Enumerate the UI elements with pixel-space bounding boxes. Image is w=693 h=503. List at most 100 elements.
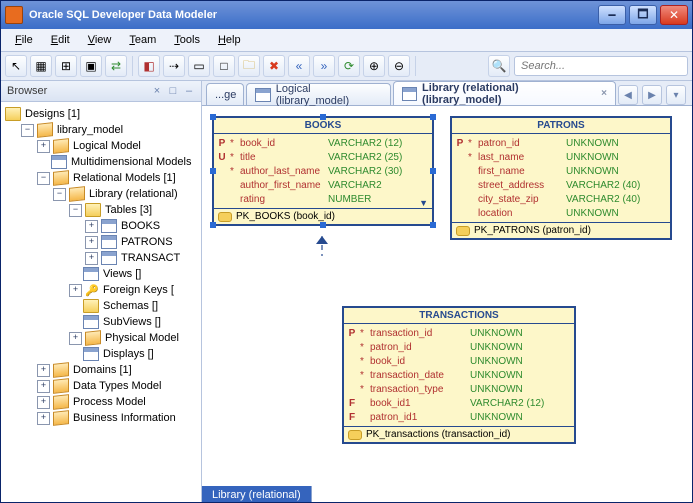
table-icon bbox=[101, 251, 117, 265]
tree-physical[interactable]: +Physical Model bbox=[69, 330, 201, 346]
models-icon bbox=[51, 155, 67, 169]
entity-title: TRANSACTIONS bbox=[344, 308, 574, 324]
toolbar: ↖ ▦ ⊞ ▣ ⇄ ◧ ⇢ ▭ □ 🗀 ✖ « » ⟳ ⊕ ⊖ 🔍 bbox=[1, 52, 692, 81]
panel-minimize-icon[interactable]: × bbox=[151, 85, 163, 97]
key-icon: 🔑 bbox=[85, 284, 99, 296]
entity-transactions[interactable]: TRANSACTIONS P*transaction_idUNKNOWN*pat… bbox=[342, 306, 576, 444]
entity-patrons[interactable]: PATRONS P*patron_idUNKNOWN*last_nameUNKN… bbox=[450, 116, 672, 240]
tree-datatypes[interactable]: +Data Types Model bbox=[37, 378, 201, 394]
first-icon[interactable]: « bbox=[288, 55, 310, 77]
tree-library-rel[interactable]: −Library (relational) bbox=[53, 186, 201, 202]
tab-prev-icon[interactable]: ◀ bbox=[618, 85, 638, 105]
entity-column: P*book_idVARCHAR2 (12) bbox=[218, 136, 428, 150]
tree-schemas[interactable]: Schemas [] bbox=[69, 298, 201, 314]
entity-column: first_nameUNKNOWN bbox=[456, 164, 666, 178]
key-icon bbox=[456, 226, 470, 236]
tree-relmodels[interactable]: −Relational Models [1] bbox=[37, 170, 201, 186]
zoom-out-icon[interactable]: ⊖ bbox=[388, 55, 410, 77]
tree-library-model[interactable]: −library_model bbox=[21, 122, 201, 138]
panel-restore-icon[interactable]: □ bbox=[167, 85, 179, 97]
tree-business[interactable]: +Business Information bbox=[37, 410, 201, 426]
entity-column: *last_nameUNKNOWN bbox=[456, 150, 666, 164]
tree-domains[interactable]: +Domains [1] bbox=[37, 362, 201, 378]
search-input[interactable] bbox=[514, 56, 688, 76]
link-icon[interactable]: ⇢ bbox=[163, 55, 185, 77]
tree-process[interactable]: +Process Model bbox=[37, 394, 201, 410]
tree-displays[interactable]: Displays [] bbox=[69, 346, 201, 362]
minimize-button[interactable]: 🗕 bbox=[598, 5, 626, 25]
diagram-canvas[interactable]: BOOKS P*book_idVARCHAR2 (12)U*titleVARCH… bbox=[202, 106, 692, 503]
tab-list-icon[interactable]: ▾ bbox=[666, 85, 686, 105]
expand-icon[interactable]: + bbox=[69, 284, 82, 297]
tree-multidim[interactable]: Multidimensional Models bbox=[37, 154, 201, 170]
tree-views[interactable]: Views [] bbox=[69, 266, 201, 282]
refresh-icon[interactable]: ⟳ bbox=[338, 55, 360, 77]
box-icon[interactable]: □ bbox=[213, 55, 235, 77]
menu-edit[interactable]: Edit bbox=[43, 32, 78, 48]
view-icon[interactable]: ▣ bbox=[80, 55, 102, 77]
expand-icon[interactable]: + bbox=[85, 252, 98, 265]
relation-icon[interactable]: ⇄ bbox=[105, 55, 127, 77]
folder-icon bbox=[5, 107, 21, 121]
model-icon bbox=[69, 186, 85, 202]
collapse-icon[interactable]: − bbox=[21, 124, 34, 137]
browser-tree: Designs [1] −library_model +Logical Mode… bbox=[1, 102, 201, 503]
grid-icon[interactable]: ▦ bbox=[30, 55, 52, 77]
collapse-icon[interactable]: − bbox=[37, 172, 50, 185]
expand-icon[interactable]: + bbox=[69, 332, 82, 345]
menu-file[interactable]: File bbox=[7, 32, 41, 48]
key-icon bbox=[218, 212, 232, 222]
expand-icon[interactable]: + bbox=[37, 364, 50, 377]
binoculars-icon[interactable]: 🔍 bbox=[488, 55, 510, 77]
expand-icon[interactable]: + bbox=[37, 396, 50, 409]
entity-books[interactable]: BOOKS P*book_idVARCHAR2 (12)U*titleVARCH… bbox=[212, 116, 434, 226]
tab-next-icon[interactable]: ▶ bbox=[642, 85, 662, 105]
window-title: Oracle SQL Developer Data Modeler bbox=[29, 9, 598, 21]
tree-table-patrons[interactable]: +PATRONS bbox=[85, 234, 201, 250]
tree-table-transact[interactable]: +TRANSACT bbox=[85, 250, 201, 266]
folder-icon[interactable]: 🗀 bbox=[238, 55, 260, 77]
model-icon bbox=[53, 362, 69, 378]
tree-subviews[interactable]: SubViews [] bbox=[69, 314, 201, 330]
tree-fkeys[interactable]: +🔑Foreign Keys [ bbox=[69, 282, 201, 298]
collapse-icon[interactable]: − bbox=[69, 204, 82, 217]
tree-logical[interactable]: +Logical Model bbox=[37, 138, 201, 154]
subviews-icon bbox=[83, 315, 99, 329]
tree-table-books[interactable]: +BOOKS bbox=[85, 218, 201, 234]
browser-header: Browser × □ – bbox=[1, 81, 201, 102]
layout-icon[interactable]: ◧ bbox=[138, 55, 160, 77]
tree-tables[interactable]: −Tables [3] bbox=[69, 202, 201, 218]
expand-icon[interactable]: + bbox=[85, 236, 98, 249]
delete-icon[interactable]: ✖ bbox=[263, 55, 285, 77]
tab-start[interactable]: ...ge bbox=[206, 83, 244, 105]
expand-icon[interactable]: + bbox=[37, 140, 50, 153]
entity-pk: PK_transactions (transaction_id) bbox=[366, 429, 511, 440]
menu-view[interactable]: View bbox=[80, 32, 120, 48]
expand-icon[interactable]: + bbox=[85, 220, 98, 233]
zoom-in-icon[interactable]: ⊕ bbox=[363, 55, 385, 77]
collapse-icon[interactable]: ▼ bbox=[419, 198, 428, 208]
entity-column: ratingNUMBER bbox=[218, 192, 428, 206]
close-button[interactable]: ✕ bbox=[660, 5, 688, 25]
displays-icon bbox=[83, 347, 99, 361]
tab-library-relational[interactable]: Library (relational) (library_model)× bbox=[393, 81, 616, 105]
panel-close-icon[interactable]: – bbox=[183, 85, 195, 97]
menu-team[interactable]: Team bbox=[121, 32, 164, 48]
diagram-icon bbox=[402, 87, 417, 101]
prev-icon[interactable]: » bbox=[313, 55, 335, 77]
menu-help[interactable]: Help bbox=[210, 32, 249, 48]
expand-icon[interactable]: + bbox=[37, 412, 50, 425]
expand-icon[interactable]: + bbox=[37, 380, 50, 393]
tree-designs[interactable]: Designs [1] bbox=[5, 106, 201, 122]
collapse-icon[interactable]: − bbox=[53, 188, 66, 201]
tab-logical[interactable]: Logical (library_model) bbox=[246, 83, 390, 105]
note-icon[interactable]: ▭ bbox=[188, 55, 210, 77]
diagram-tab[interactable]: Library (relational) bbox=[202, 486, 312, 503]
table-icon[interactable]: ⊞ bbox=[55, 55, 77, 77]
entity-column: *author_last_nameVARCHAR2 (30) bbox=[218, 164, 428, 178]
folder-icon bbox=[85, 203, 101, 217]
pointer-icon[interactable]: ↖ bbox=[5, 55, 27, 77]
menu-tools[interactable]: Tools bbox=[166, 32, 208, 48]
tab-close-icon[interactable]: × bbox=[601, 88, 607, 99]
maximize-button[interactable]: 🗖 bbox=[629, 5, 657, 25]
